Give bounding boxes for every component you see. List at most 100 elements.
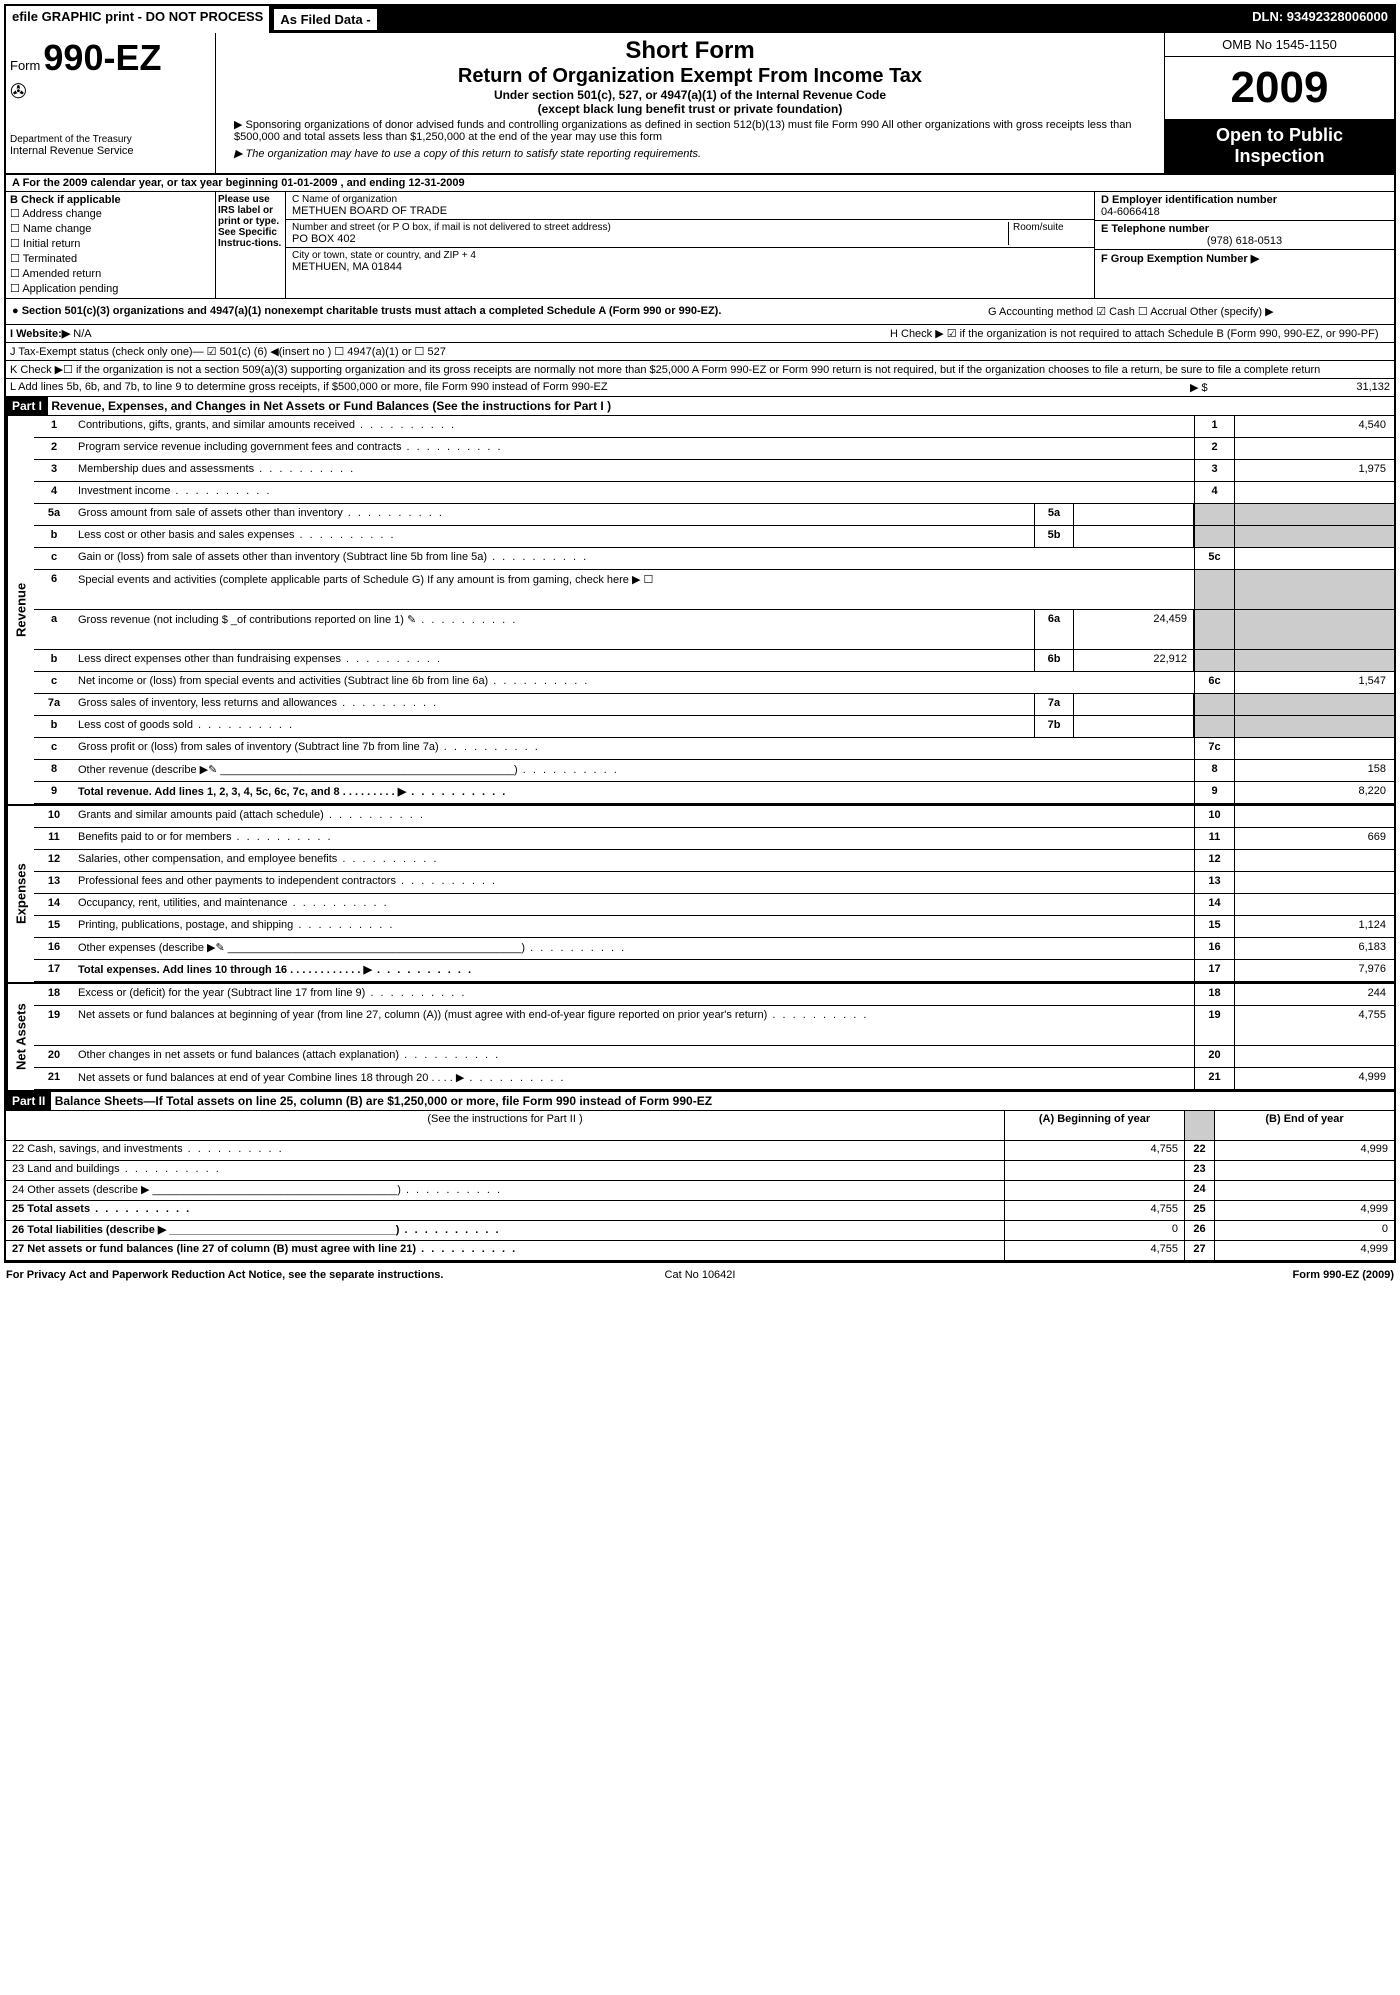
city-label: City or town, state or country, and ZIP … — [292, 250, 1088, 261]
right-line-num: 21 — [1194, 1068, 1234, 1089]
bs-instructions: (See the instructions for Part II ) — [6, 1111, 1004, 1140]
chk-address[interactable]: ☐ Address change — [10, 206, 211, 221]
line-desc: Salaries, other compensation, and employ… — [74, 850, 1194, 871]
chk-terminated[interactable]: ☐ Terminated — [10, 251, 211, 266]
website-label: I Website:▶ — [10, 328, 70, 340]
bs-row-24: 24 Other assets (describe ▶ ____________… — [6, 1181, 1394, 1201]
line-num: b — [34, 650, 74, 671]
right-line-val — [1234, 806, 1394, 827]
line-row-17: 17Total expenses. Add lines 10 through 1… — [34, 960, 1394, 982]
bs-val-a: 4,755 — [1004, 1241, 1184, 1260]
right-line-val — [1234, 504, 1394, 525]
k-check-text: K Check ▶☐ if the organization is not a … — [10, 363, 1320, 376]
bs-header-row: (See the instructions for Part II ) (A) … — [6, 1111, 1394, 1141]
right-line-num — [1194, 526, 1234, 547]
line-row-21: 21Net assets or fund balances at end of … — [34, 1068, 1394, 1090]
bs-line-num: 24 — [1184, 1181, 1214, 1200]
subtitle-2: (except black lung benefit trust or priv… — [224, 102, 1156, 116]
header-note-2: ▶ The organization may have to use a cop… — [224, 145, 1156, 162]
part-2-badge: Part II — [6, 1092, 51, 1110]
header-note-1: ▶ Sponsoring organizations of donor advi… — [224, 116, 1156, 145]
footer-formno: Form 990-EZ (2009) — [931, 1269, 1394, 1281]
mid-line-num: 6b — [1034, 650, 1074, 671]
bs-desc: 22 Cash, savings, and investments — [6, 1141, 1004, 1160]
col-irs-instructions: Please use IRS label or print or type. S… — [216, 192, 286, 298]
right-line-val — [1234, 482, 1394, 503]
line-num: c — [34, 672, 74, 693]
line-row-c: cGain or (loss) from sale of assets othe… — [34, 548, 1394, 570]
right-line-num: 10 — [1194, 806, 1234, 827]
line-desc: Less cost of goods sold — [74, 716, 1034, 737]
right-line-num: 13 — [1194, 872, 1234, 893]
line-row-a: aGross revenue (not including $ _of cont… — [34, 610, 1394, 650]
bs-val-b: 0 — [1214, 1221, 1394, 1240]
line-num: c — [34, 738, 74, 759]
line-num: 17 — [34, 960, 74, 981]
line-desc: Other revenue (describe ▶✎ _____________… — [74, 760, 1194, 781]
line-row-8: 8Other revenue (describe ▶✎ ____________… — [34, 760, 1394, 782]
line-num: 6 — [34, 570, 74, 609]
chk-initial[interactable]: ☐ Initial return — [10, 236, 211, 251]
line-num: 8 — [34, 760, 74, 781]
right-line-num: 4 — [1194, 482, 1234, 503]
g-accounting-method: G Accounting method ☑ Cash ☐ Accrual Oth… — [988, 305, 1388, 318]
right-line-num: 18 — [1194, 984, 1234, 1005]
header-row: Form 990-EZ ✇ Department of the Treasury… — [6, 33, 1394, 175]
line-num: 21 — [34, 1068, 74, 1089]
section-501-row: ● Section 501(c)(3) organizations and 49… — [6, 299, 1394, 325]
line-num: 12 — [34, 850, 74, 871]
mid-line-num: 6a — [1034, 610, 1074, 649]
org-city: METHUEN, MA 01844 — [292, 261, 1088, 273]
part-1-title: Revenue, Expenses, and Changes in Net As… — [51, 399, 611, 413]
line-row-7a: 7aGross sales of inventory, less returns… — [34, 694, 1394, 716]
title-short-form: Short Form — [224, 37, 1156, 65]
line-desc: Gross profit or (loss) from sales of inv… — [74, 738, 1194, 759]
mid-line-val: 24,459 — [1074, 610, 1194, 649]
j-status-row: J Tax-Exempt status (check only one)— ☑ … — [6, 343, 1394, 361]
line-row-4: 4Investment income4 — [34, 482, 1394, 504]
line-row-9: 9Total revenue. Add lines 1, 2, 3, 4, 5c… — [34, 782, 1394, 804]
j-status-text: J Tax-Exempt status (check only one)— ☑ … — [10, 345, 446, 358]
bs-row-25: 25 Total assets4,755254,999 — [6, 1201, 1394, 1221]
line-desc: Investment income — [74, 482, 1194, 503]
bs-row-22: 22 Cash, savings, and investments4,75522… — [6, 1141, 1394, 1161]
line-desc: Excess or (deficit) for the year (Subtra… — [74, 984, 1194, 1005]
right-line-num: 11 — [1194, 828, 1234, 849]
line-num: 18 — [34, 984, 74, 1005]
line-desc: Less direct expenses other than fundrais… — [74, 650, 1034, 671]
header-mid: Short Form Return of Organization Exempt… — [216, 33, 1164, 173]
line-desc: Total expenses. Add lines 10 through 16 … — [74, 960, 1194, 981]
right-line-val: 158 — [1234, 760, 1394, 781]
right-line-num: 3 — [1194, 460, 1234, 481]
line-row-c: cGross profit or (loss) from sales of in… — [34, 738, 1394, 760]
line-row-12: 12Salaries, other compensation, and empl… — [34, 850, 1394, 872]
part-1-header: Part I Revenue, Expenses, and Changes in… — [6, 397, 1394, 416]
chk-amended[interactable]: ☐ Amended return — [10, 266, 211, 281]
part-1-badge: Part I — [6, 397, 48, 415]
right-line-num: 1 — [1194, 416, 1234, 437]
line-row-1: 1Contributions, gifts, grants, and simil… — [34, 416, 1394, 438]
bs-col-a-header: (A) Beginning of year — [1004, 1111, 1184, 1140]
line-desc: Other changes in net assets or fund bala… — [74, 1046, 1194, 1067]
mid-line-num: 7a — [1034, 694, 1074, 715]
line-desc: Other expenses (describe ▶✎ ____________… — [74, 938, 1194, 959]
line-desc: Net assets or fund balances at beginning… — [74, 1006, 1194, 1045]
right-line-num: 5c — [1194, 548, 1234, 569]
form-prefix: Form — [10, 58, 40, 73]
right-line-num — [1194, 716, 1234, 737]
right-line-num: 19 — [1194, 1006, 1234, 1045]
bs-col-b-header: (B) End of year — [1214, 1111, 1394, 1140]
chk-pending[interactable]: ☐ Application pending — [10, 281, 211, 296]
line-desc: Occupancy, rent, utilities, and maintena… — [74, 894, 1194, 915]
right-line-val — [1234, 438, 1394, 459]
recycle-icon: ✇ — [10, 81, 27, 103]
right-line-val: 1,124 — [1234, 916, 1394, 937]
line-desc: Net income or (loss) from special events… — [74, 672, 1194, 693]
line-desc: Program service revenue including govern… — [74, 438, 1194, 459]
row-a-tax-year: A For the 2009 calendar year, or tax yea… — [6, 175, 1394, 192]
chk-name[interactable]: ☐ Name change — [10, 221, 211, 236]
right-line-num — [1194, 650, 1234, 671]
right-line-num — [1194, 694, 1234, 715]
bs-val-b: 4,999 — [1214, 1201, 1394, 1220]
col-b-title: B Check if applicable — [10, 194, 121, 206]
